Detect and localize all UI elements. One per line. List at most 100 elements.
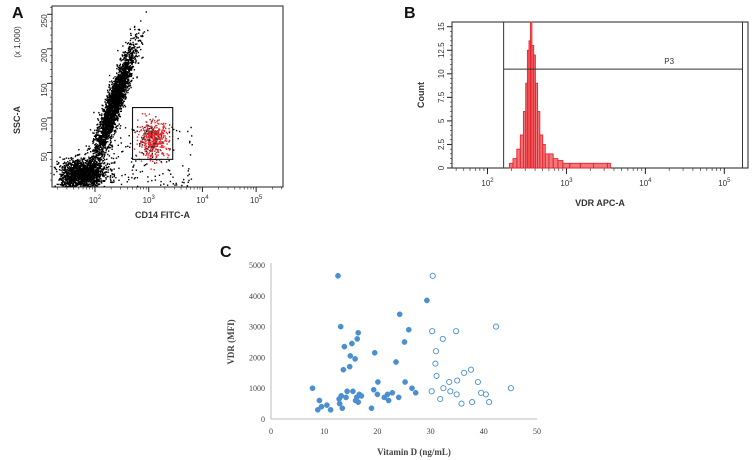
panel-a-event-dot <box>151 144 153 146</box>
panel-a-event-dot <box>150 130 152 132</box>
panel-a-event-dot <box>139 144 141 146</box>
panel-a-event-dot <box>158 159 161 162</box>
panel-a-event-dot <box>92 183 94 185</box>
panel-a-event-dot <box>150 125 152 128</box>
panel-a-event-dot <box>122 150 124 153</box>
panel-a-event-dot <box>69 168 71 170</box>
panel-a-event-dot <box>69 168 72 171</box>
panel-a-event-dot <box>63 167 65 169</box>
panel-a-event-dot <box>125 66 128 68</box>
panel-a-event-dot <box>147 143 150 146</box>
panel-a-event-dot <box>151 151 154 153</box>
panel-a-event-dot <box>153 131 155 134</box>
panel-a-event-dot <box>100 165 103 167</box>
panel-a-event-dot <box>163 123 165 125</box>
panel-a-event-dot <box>109 130 112 132</box>
panel-a-event-dot <box>77 168 79 171</box>
panel-a-event-dot <box>149 155 152 157</box>
panel-a-event-dot <box>81 183 83 186</box>
panel-a-event-dot <box>122 101 124 103</box>
panel-a-event-dot <box>140 40 142 42</box>
panel-a-event-dot <box>83 165 85 167</box>
panel-a-event-dot <box>145 11 147 13</box>
panel-a-event-dot <box>127 85 129 87</box>
panel-a-event-dot <box>159 149 161 151</box>
panel-a-event-dot <box>102 124 104 126</box>
panel-a-event-dot <box>120 101 122 103</box>
panel-a-event-dot <box>167 147 170 150</box>
panel-a-event-dot <box>114 84 116 86</box>
panel-a-event-dot <box>67 178 69 180</box>
panel-a-event-dot <box>99 121 101 124</box>
panel-a-event-dot <box>91 159 93 161</box>
panel-a-event-dot <box>124 68 126 70</box>
panel-a-event-dot <box>163 129 166 132</box>
panel-a-event-dot <box>119 63 122 65</box>
panel-a-event-dot <box>71 183 74 185</box>
panel-a-event-dot <box>103 142 105 145</box>
panel-a-event-dot <box>82 176 84 178</box>
panel-c-y-tick-label: 0 <box>261 415 265 424</box>
panel-letter-a: A <box>12 5 24 22</box>
panel-a-event-dot <box>119 99 121 102</box>
panel-a-event-dot <box>124 106 127 108</box>
panel-c-point-open <box>433 372 440 379</box>
panel-a-event-dot <box>94 138 96 141</box>
panel-a-event-dot <box>111 169 113 171</box>
panel-a-event-dot <box>148 141 150 143</box>
panel-a-event-dot <box>84 157 86 159</box>
panel-a-event-dot <box>108 132 110 135</box>
panel-a-event-dot <box>136 55 139 58</box>
panel-a-event-dot <box>99 141 102 143</box>
panel-a-event-dot <box>134 43 137 45</box>
panel-a-event-dot <box>101 118 103 120</box>
panel-a-event-dot <box>162 129 164 131</box>
panel-a-event-dot <box>58 169 61 171</box>
panel-a-event-dot <box>129 142 132 145</box>
panel-a-event-dot <box>78 169 81 171</box>
panel-a-event-dot <box>61 182 63 185</box>
panel-a-event-dot <box>64 178 66 181</box>
panel-a-event-dot <box>65 174 67 176</box>
panel-a-event-dot <box>98 126 101 128</box>
panel-a-event-dot <box>146 163 148 165</box>
panel-a-event-dot <box>118 86 120 88</box>
panel-a-event-dot <box>89 174 92 176</box>
panel-a-event-dot <box>97 179 99 181</box>
panel-a-event-dot <box>133 45 135 47</box>
panel-a-event-dot <box>84 179 87 182</box>
panel-a-event-dot <box>92 165 94 167</box>
panel-a-event-dot <box>72 169 74 172</box>
panel-a-event-dot <box>88 158 90 160</box>
panel-a-event-dot <box>112 85 115 87</box>
panel-a-event-dot <box>122 90 125 92</box>
panel-a-event-dot <box>114 119 116 122</box>
panel-a-event-dot <box>94 174 97 176</box>
panel-a-event-dot <box>145 134 147 136</box>
panel-a-event-dot <box>107 123 109 125</box>
panel-a-event-dot <box>131 169 134 171</box>
panel-a-event-dot <box>113 134 115 136</box>
panel-a-event-dot <box>162 132 164 134</box>
panel-a-event-dot <box>60 169 62 171</box>
panel-a-event-dot <box>113 87 115 89</box>
panel-a-event-dot <box>124 173 126 176</box>
panel-a-event-dot <box>112 162 114 164</box>
panel-a-event-dot <box>150 157 152 160</box>
panel-a-event-dot <box>123 77 125 80</box>
panel-a-event-dot <box>99 130 101 132</box>
panel-a-event-dot <box>133 37 135 39</box>
panel-a-event-dot <box>170 173 172 175</box>
panel-a-event-dot <box>142 32 144 34</box>
panel-a-event-dot <box>127 59 129 61</box>
panel-a-event-dot <box>82 185 84 187</box>
panel-a-event-dot <box>84 159 87 162</box>
panel-a-event-dot <box>148 139 151 141</box>
panel-a-event-dot <box>104 137 107 139</box>
panel-a-event-dot <box>79 159 81 161</box>
panel-a-event-dot <box>127 78 130 80</box>
panel-a-event-dot <box>156 143 158 146</box>
panel-c-y-tick-label: 3000 <box>249 323 265 332</box>
panel-a-event-dot <box>80 168 83 170</box>
panel-a-event-dot <box>114 85 116 87</box>
